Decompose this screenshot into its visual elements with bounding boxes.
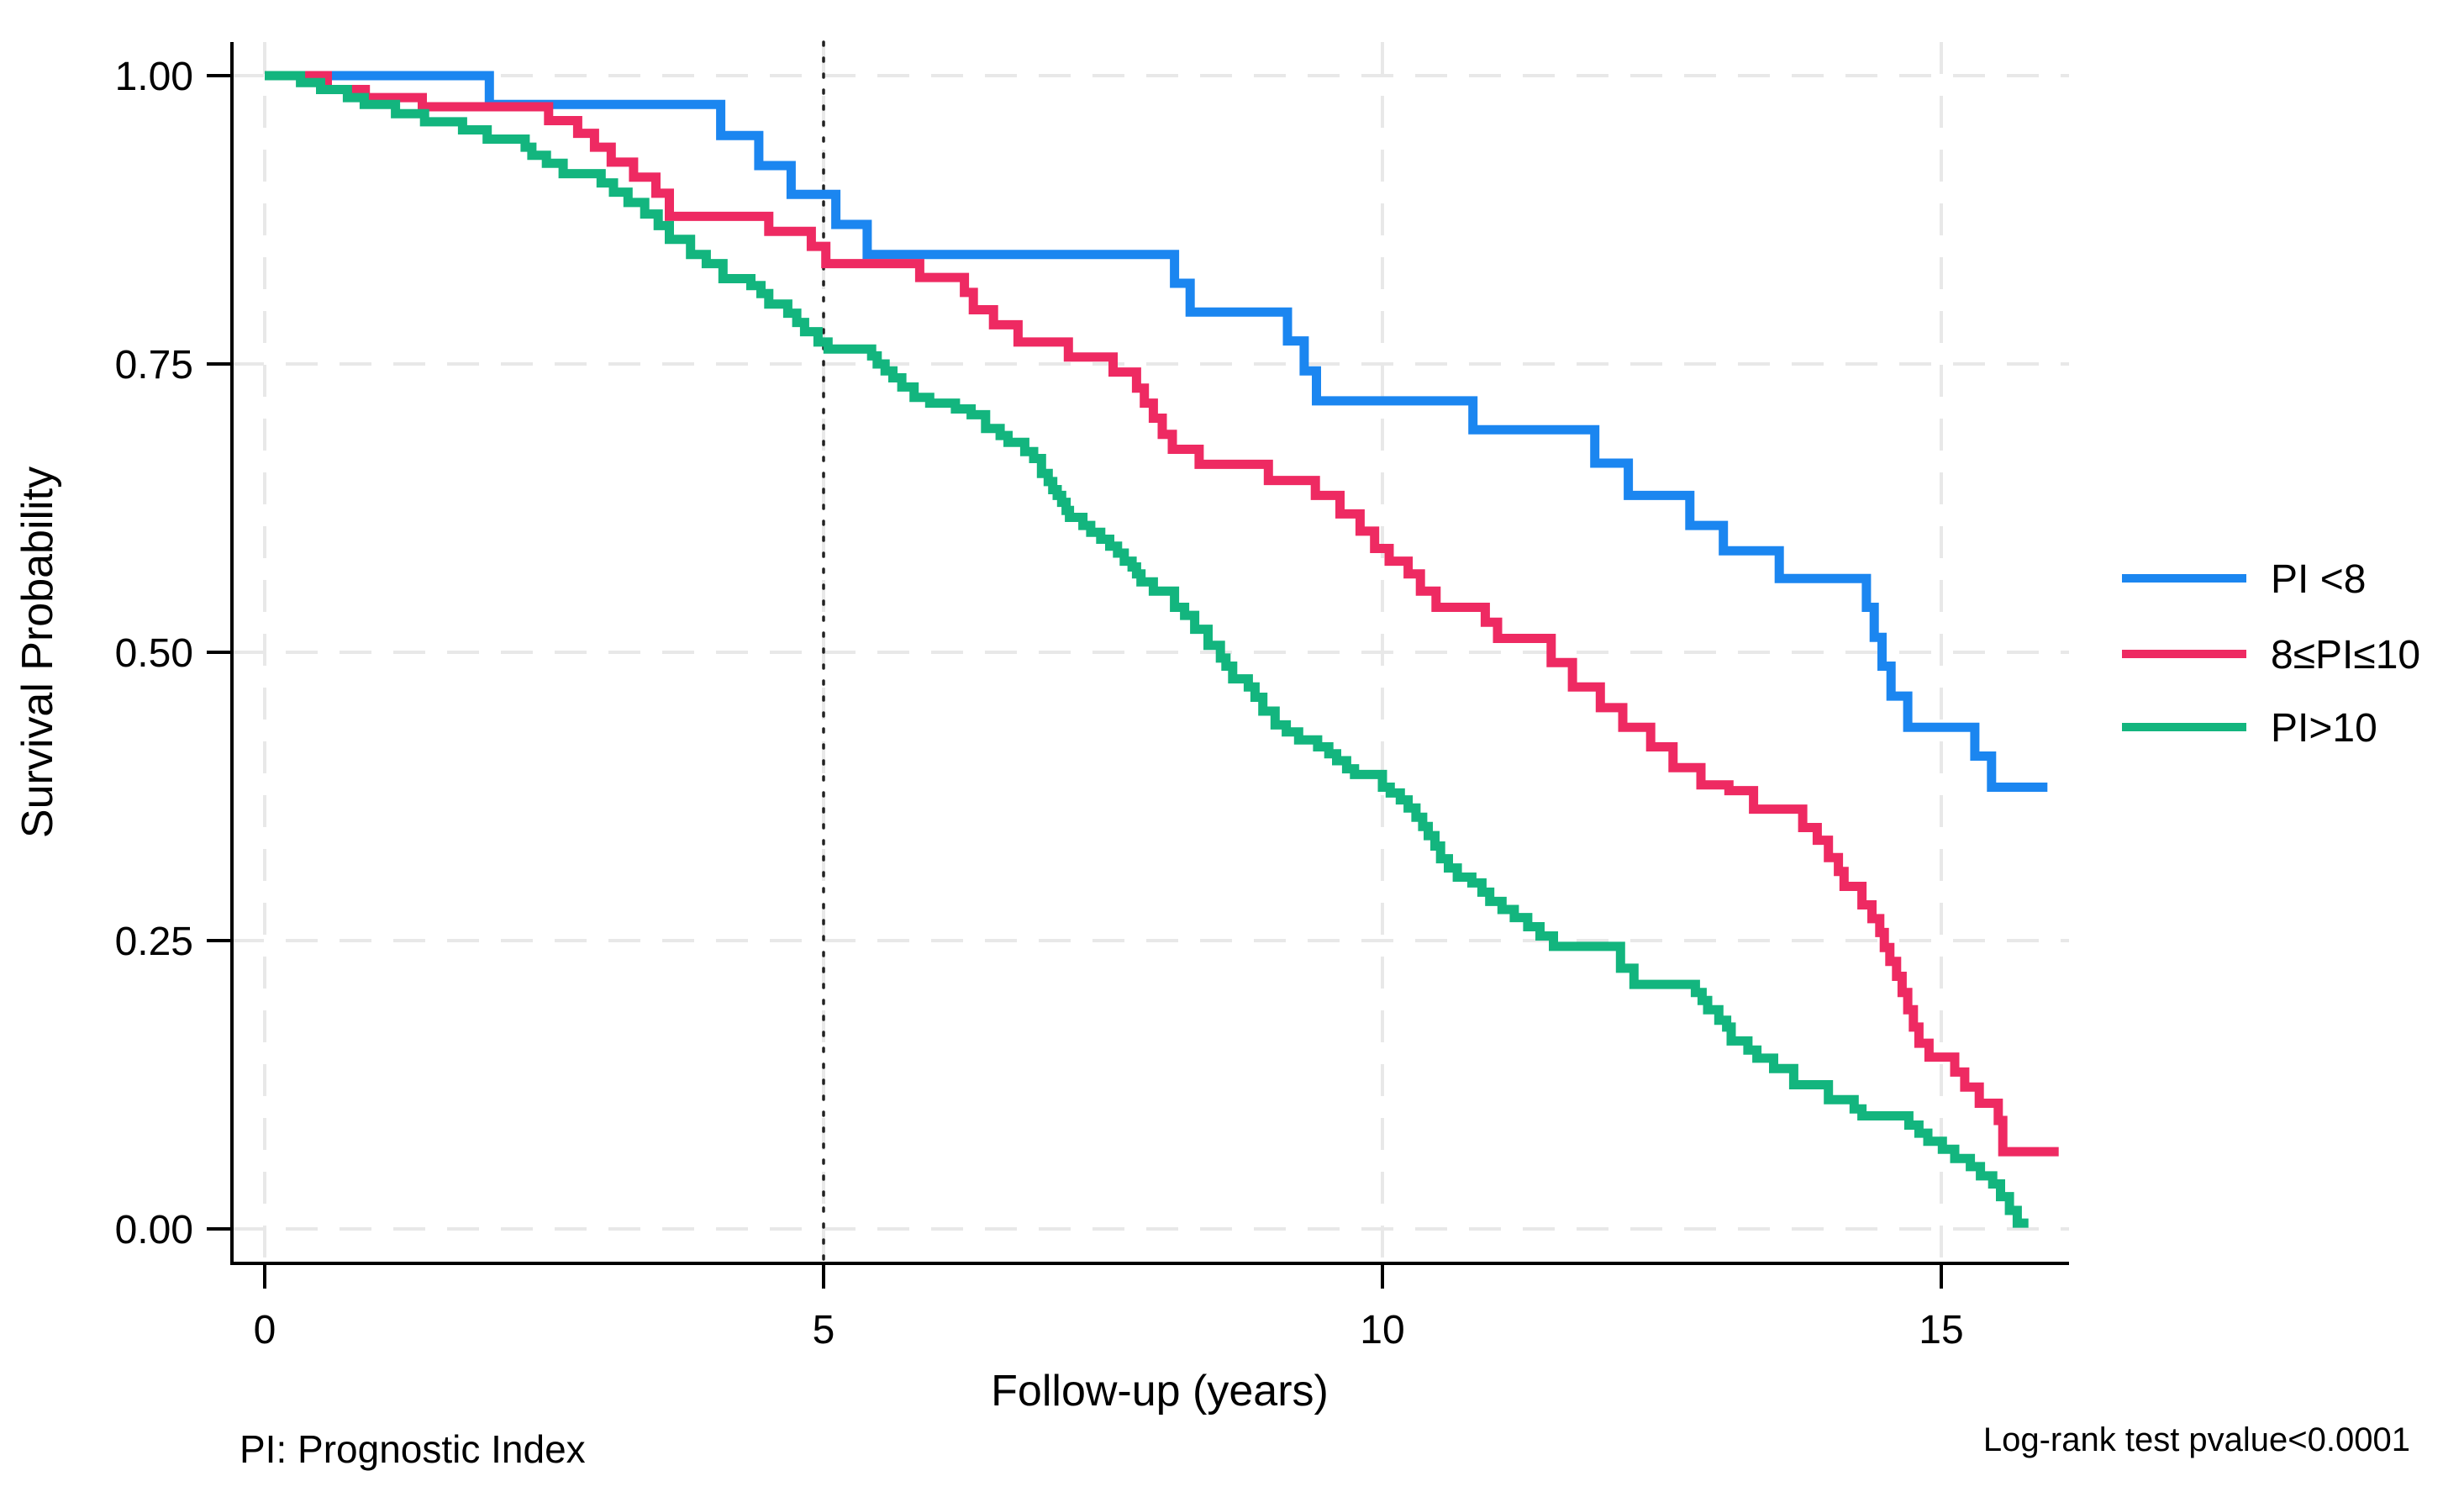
legend-label-pi-lt8: PI <8: [2271, 557, 2366, 602]
x-axis-title: Follow-up (years): [991, 1367, 1329, 1416]
survival-curve-0: [265, 71, 2048, 792]
survival-curve-1: [265, 71, 2059, 1157]
y-axis-title: Survival Probability: [13, 467, 62, 838]
legend-label-8-le-pi-le-10: 8≤PI≤10: [2271, 633, 2420, 677]
y-tick-label: 1.00: [115, 55, 193, 99]
legend-label-pi-gt10: PI>10: [2271, 706, 2377, 751]
y-tick-label: 0.50: [115, 631, 193, 676]
y-tick-label: 0.25: [115, 920, 193, 964]
x-tick-label: 15: [1919, 1308, 1963, 1352]
x-tick-label: 10: [1360, 1308, 1404, 1352]
y-tick-label: 0.75: [115, 343, 193, 387]
x-tick-label: 0: [254, 1308, 276, 1352]
x-tick-label: 5: [813, 1308, 835, 1352]
footnote-prognostic-index: PI: Prognostic Index: [240, 1427, 586, 1471]
y-tick-label: 0.00: [115, 1208, 193, 1252]
footnote-logrank-test: Log-rank test pvalue<0.0001: [1983, 1421, 2410, 1458]
legend: PI <8 8≤PI≤10 PI>10: [2122, 557, 2420, 751]
survival-curve-2: [265, 71, 2029, 1228]
tick-labels: 0.00 0.25 0.50 0.75 1.00 0 5 10 15: [115, 55, 1964, 1352]
axes: [207, 42, 2069, 1289]
survival-curves: [265, 71, 2059, 1228]
axis-lines: [230, 42, 2069, 1265]
